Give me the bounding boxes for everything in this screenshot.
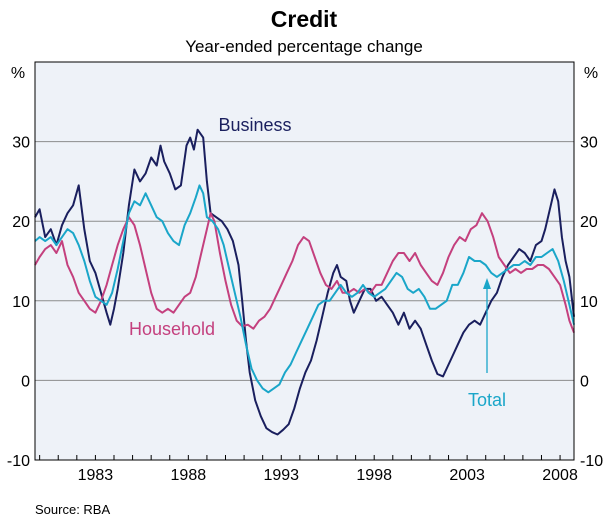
x-tick-marks [39, 455, 561, 460]
y-tick-label-right: 20 [580, 214, 598, 231]
y-tick-label-left: -10 [7, 453, 30, 470]
chart-subtitle: Year-ended percentage change [185, 37, 423, 56]
source-note: Source: RBA [35, 502, 110, 517]
x-tick-labels: 1983 1988 1993 1998 2003 2008 [78, 467, 578, 484]
x-tick-label: 1988 [171, 467, 207, 484]
y-tick-label-right: 30 [580, 135, 598, 152]
total-arrow-head [483, 278, 491, 289]
chart-title: Credit [271, 6, 338, 32]
y-unit-left: % [11, 65, 25, 82]
x-tick-label: 2008 [542, 467, 578, 484]
y-tick-label-right: -10 [580, 453, 603, 470]
series-layer [34, 128, 575, 436]
total-label: Total [468, 390, 506, 410]
business-label: Business [218, 115, 291, 135]
gridlines [35, 141, 574, 381]
household-label: Household [129, 319, 215, 339]
y-tick-label-right: 0 [580, 373, 589, 390]
y-tick-labels: -10 -10 0 0 10 10 20 20 30 30 [7, 135, 603, 470]
plot-border [34, 61, 575, 461]
x-tick-label: 1998 [356, 467, 392, 484]
y-tick-label-left: 30 [12, 135, 30, 152]
series-line-household [34, 212, 575, 333]
total-arrow [483, 278, 491, 373]
y-tick-label-left: 0 [21, 373, 30, 390]
x-tick-label: 1993 [263, 467, 299, 484]
y-tick-label-left: 10 [12, 294, 30, 311]
x-tick-label: 1983 [78, 467, 114, 484]
y-unit-right: % [584, 65, 598, 82]
y-tick-label-right: 10 [580, 294, 598, 311]
x-tick-label: 2003 [449, 467, 485, 484]
series-line-total [34, 184, 575, 394]
plot-area [35, 62, 574, 460]
y-tick-label-left: 20 [12, 214, 30, 231]
